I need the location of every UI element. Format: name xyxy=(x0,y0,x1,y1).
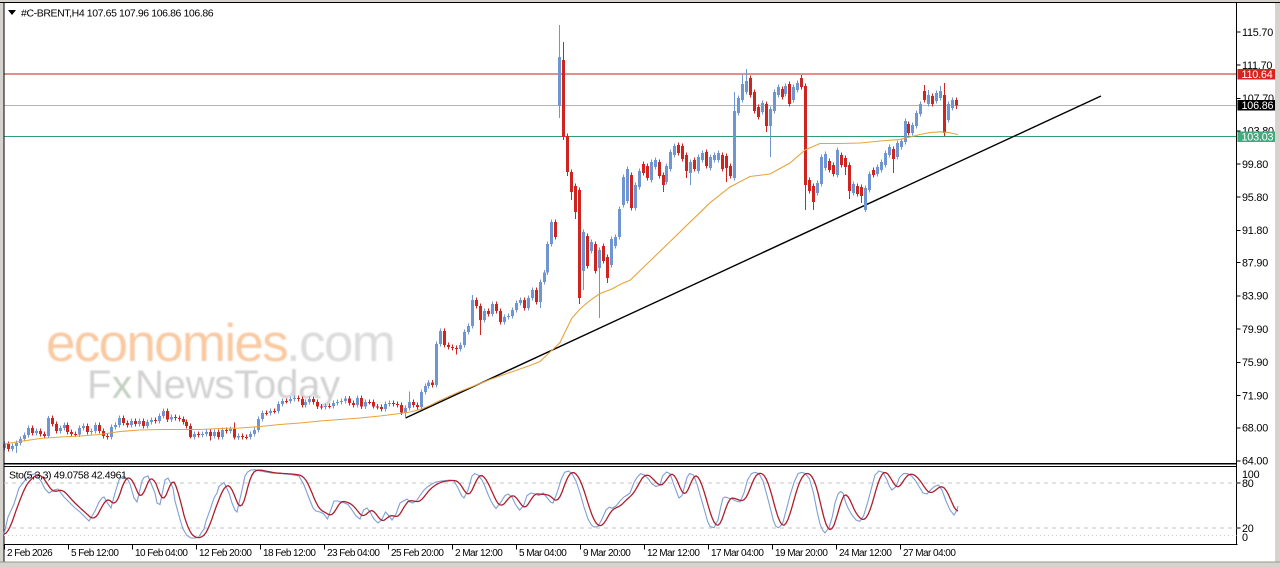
svg-text:91.80: 91.80 xyxy=(1242,225,1268,237)
svg-text:x: x xyxy=(112,363,132,407)
svg-text:10 Feb 04:00: 10 Feb 04:00 xyxy=(135,548,188,559)
svg-text:9 Mar 20:00: 9 Mar 20:00 xyxy=(583,548,631,559)
svg-text:100: 100 xyxy=(1242,469,1260,481)
svg-text:2 Mar 12:00: 2 Mar 12:00 xyxy=(455,548,503,559)
svg-text:87.90: 87.90 xyxy=(1242,258,1268,270)
svg-text:23 Feb 04:00: 23 Feb 04:00 xyxy=(327,548,380,559)
svg-text:95.80: 95.80 xyxy=(1242,192,1268,204)
svg-text:19 Mar 20:00: 19 Mar 20:00 xyxy=(775,548,828,559)
svg-text:64.00: 64.00 xyxy=(1242,456,1268,468)
svg-text:99.80: 99.80 xyxy=(1242,159,1268,171)
svg-text:12 Mar 12:00: 12 Mar 12:00 xyxy=(647,548,700,559)
svg-text:5 Feb 12:00: 5 Feb 12:00 xyxy=(71,548,119,559)
svg-text:5 Mar 04:00: 5 Mar 04:00 xyxy=(519,548,567,559)
svg-text:18 Feb 12:00: 18 Feb 12:00 xyxy=(263,548,316,559)
svg-text:0: 0 xyxy=(1242,532,1248,544)
svg-text:.com: .com xyxy=(286,314,394,373)
svg-text:115.70: 115.70 xyxy=(1242,27,1273,39)
svg-text:103.03: 103.03 xyxy=(1242,131,1274,143)
svg-text:106.86: 106.86 xyxy=(1242,100,1274,112)
svg-text:27 Mar 04:00: 27 Mar 04:00 xyxy=(903,548,956,559)
svg-text:17 Mar 04:00: 17 Mar 04:00 xyxy=(711,548,764,559)
svg-text:2 Feb 2026: 2 Feb 2026 xyxy=(7,548,53,559)
svg-text:NewsToday: NewsToday xyxy=(135,363,340,407)
svg-text:24 Mar 12:00: 24 Mar 12:00 xyxy=(839,548,892,559)
svg-text:75.90: 75.90 xyxy=(1242,357,1268,369)
svg-text:71.90: 71.90 xyxy=(1242,390,1268,402)
svg-text:25 Feb 20:00: 25 Feb 20:00 xyxy=(391,548,444,559)
svg-text:12 Feb 20:00: 12 Feb 20:00 xyxy=(199,548,252,559)
svg-text:#C-BRENT,H4 107.65 107.96 106: #C-BRENT,H4 107.65 107.96 106.86 106.86 xyxy=(21,8,214,20)
svg-text:20: 20 xyxy=(1242,523,1254,535)
svg-text:80: 80 xyxy=(1242,478,1254,490)
svg-text:Sto(5,3,3) 49.0758 42.4961: Sto(5,3,3) 49.0758 42.4961 xyxy=(9,470,127,482)
svg-text:79.90: 79.90 xyxy=(1242,324,1268,336)
svg-text:economies: economies xyxy=(46,314,287,373)
svg-text:110.64: 110.64 xyxy=(1242,69,1273,81)
svg-text:83.90: 83.90 xyxy=(1242,291,1268,303)
svg-text:68.00: 68.00 xyxy=(1242,423,1268,435)
svg-text:F: F xyxy=(87,363,111,407)
